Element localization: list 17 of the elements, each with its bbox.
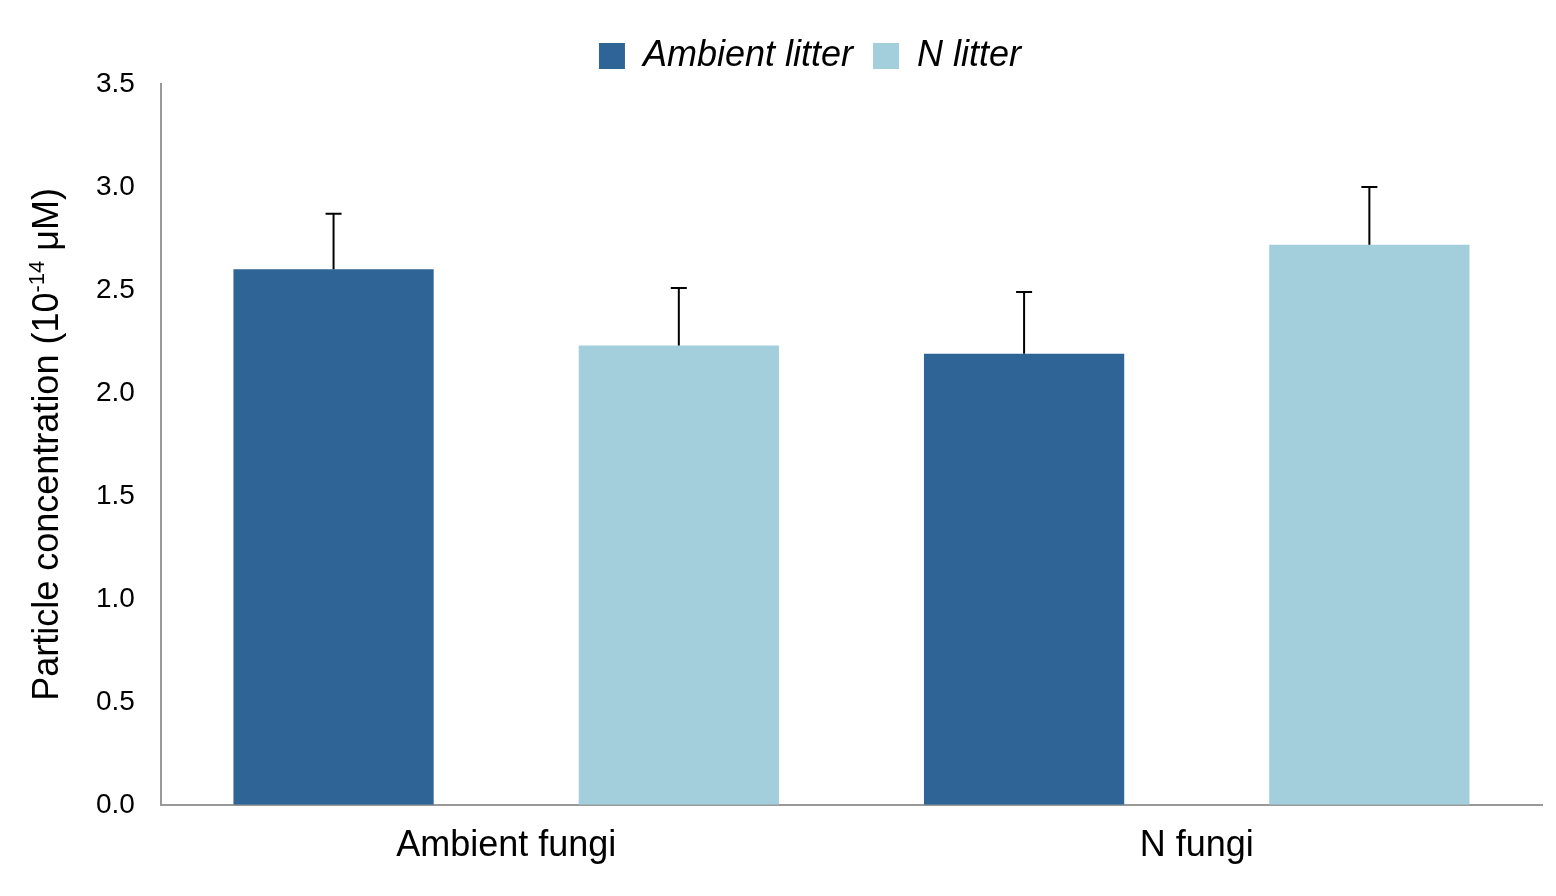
bar: [923, 353, 1125, 805]
y-tick-label: 3.5: [95, 66, 135, 98]
y-tick-label: 2.5: [95, 272, 135, 304]
x-tick-label: Ambient fungi: [396, 823, 617, 865]
y-tick-label: 2.0: [95, 375, 135, 407]
y-tick-label: 0.0: [95, 787, 135, 819]
legend-label: N litter: [917, 33, 1024, 75]
y-tick-label: 0.5: [95, 684, 135, 716]
y-axis-title: Particle concentration (10-14 μM): [24, 188, 66, 701]
bar: [233, 269, 434, 805]
bar: [1269, 244, 1470, 805]
x-tick-label: N fungi: [1139, 823, 1254, 865]
y-tick-label: 1.0: [95, 581, 135, 613]
y-tick-label: 1.5: [95, 478, 135, 510]
legend-label: Ambient litter: [640, 33, 856, 75]
bar: [578, 345, 779, 805]
y-tick-label: 3.0: [95, 169, 135, 201]
